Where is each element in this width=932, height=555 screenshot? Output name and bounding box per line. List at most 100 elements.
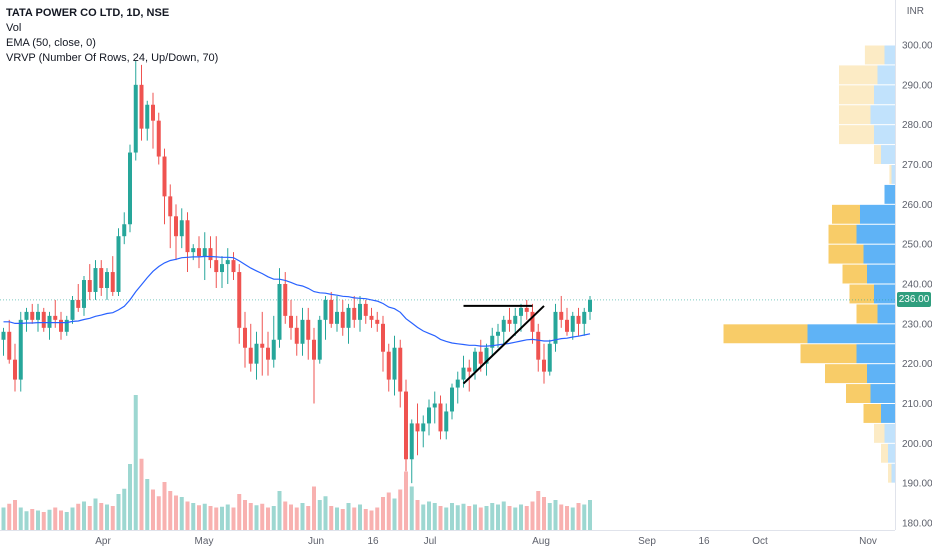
candle-body: [409, 423, 414, 460]
volume-bar: [415, 500, 420, 530]
volume-bar: [473, 504, 477, 530]
candle-body: [116, 236, 121, 292]
candle-body: [53, 315, 58, 320]
volume-bar: [404, 471, 408, 530]
volume-bar: [352, 507, 357, 530]
candle-body: [352, 307, 357, 320]
volume-bar: [237, 494, 242, 530]
volume-bar: [174, 495, 178, 530]
volume-bar: [455, 505, 460, 530]
legend-ticker[interactable]: TATA POWER CO LTD, 1D, NSE: [6, 7, 170, 19]
vrvp-row-up: [889, 165, 892, 184]
volume-bar: [438, 506, 443, 530]
candle-body: [122, 224, 127, 237]
vrvp-row-up: [842, 264, 867, 284]
volume-bar: [570, 507, 575, 530]
x-tick-label: May: [195, 536, 214, 547]
legend-vol[interactable]: Vol: [6, 22, 22, 34]
volume-bar: [145, 479, 150, 530]
volume-bar: [386, 492, 391, 530]
candle-body: [553, 311, 558, 344]
volume-bar: [467, 506, 472, 530]
legend-vrvp[interactable]: VRVP (Number Of Rows, 24, Up/Down, 70): [6, 52, 219, 64]
vrvp-row-down: [877, 304, 895, 324]
candle-body: [369, 315, 374, 320]
volume-bar: [542, 497, 546, 530]
volume-bar: [335, 507, 339, 530]
x-tick-label: Oct: [752, 536, 768, 547]
volume-bar: [346, 503, 351, 530]
volume-bar: [36, 510, 40, 530]
volume-bar: [329, 506, 334, 530]
candle-body: [214, 260, 219, 273]
volume-bar: [18, 507, 23, 530]
candle-body: [478, 351, 483, 364]
vrvp-row-down: [860, 204, 895, 224]
volume-bar: [421, 504, 426, 530]
y-tick-label: 180.00: [902, 519, 932, 530]
volume-bar: [59, 510, 63, 530]
candle-body: [283, 284, 288, 316]
candle-body: [128, 152, 132, 225]
candle-body: [93, 268, 98, 292]
candle-body: [13, 359, 17, 380]
y-tick-label: 300.00: [902, 41, 932, 52]
candle-body: [64, 319, 69, 332]
candle-body: [266, 347, 270, 360]
candle-body: [513, 315, 518, 324]
volume-bar: [507, 506, 512, 530]
candle-body: [427, 407, 431, 424]
candle-body: [156, 120, 161, 157]
candle-body: [323, 299, 328, 320]
x-tick-label: Sep: [638, 536, 656, 547]
volume-bar: [76, 503, 81, 530]
candle-body: [174, 216, 178, 237]
y-tick-label: 240.00: [902, 280, 932, 291]
candle-body: [576, 315, 581, 324]
volume-bar: [151, 489, 155, 530]
candle-body: [162, 156, 167, 197]
vrvp-row-down: [867, 264, 895, 284]
vrvp-row-up: [832, 204, 860, 224]
last-price-tag: 236.00: [897, 292, 931, 307]
candle-body: [202, 248, 207, 257]
volume-bar: [358, 504, 362, 530]
candle-body: [346, 307, 351, 328]
candle-body: [542, 359, 546, 372]
vrvp-row-down: [870, 384, 895, 403]
volume-bar: [306, 506, 311, 530]
candle-body: [7, 331, 12, 360]
ema-line: [3, 255, 591, 347]
currency-label: INR: [906, 6, 924, 17]
candle-body: [254, 343, 259, 364]
volume-bar: [185, 501, 190, 530]
vrvp-row-down: [884, 184, 895, 204]
vrvp-row-down: [870, 105, 895, 125]
volume-bar: [133, 395, 138, 530]
volume-bar: [484, 506, 489, 530]
vrvp-row-down: [881, 404, 895, 423]
volume-bar: [260, 503, 265, 530]
candle-body: [530, 311, 535, 332]
vrvp-row-down: [874, 284, 895, 304]
volume-bar: [139, 458, 144, 530]
candle-body: [70, 299, 75, 320]
candle-body: [306, 319, 311, 340]
volume-bar: [99, 503, 104, 530]
candle-body: [105, 272, 109, 288]
volume-bar: [427, 501, 431, 530]
vrvp-row-up: [839, 85, 874, 105]
vrvp-row-down: [856, 224, 895, 244]
candle-body: [243, 327, 247, 348]
candle-body: [271, 339, 276, 360]
candle-body: [30, 311, 35, 320]
volume-bar: [82, 501, 86, 530]
candle-body: [59, 319, 63, 332]
volume-bar: [202, 503, 207, 530]
vrvp-row-up: [888, 463, 892, 483]
candle-body: [386, 351, 391, 380]
legend-ema[interactable]: EMA (50, close, 0): [6, 37, 96, 49]
volume-bar: [289, 504, 293, 530]
